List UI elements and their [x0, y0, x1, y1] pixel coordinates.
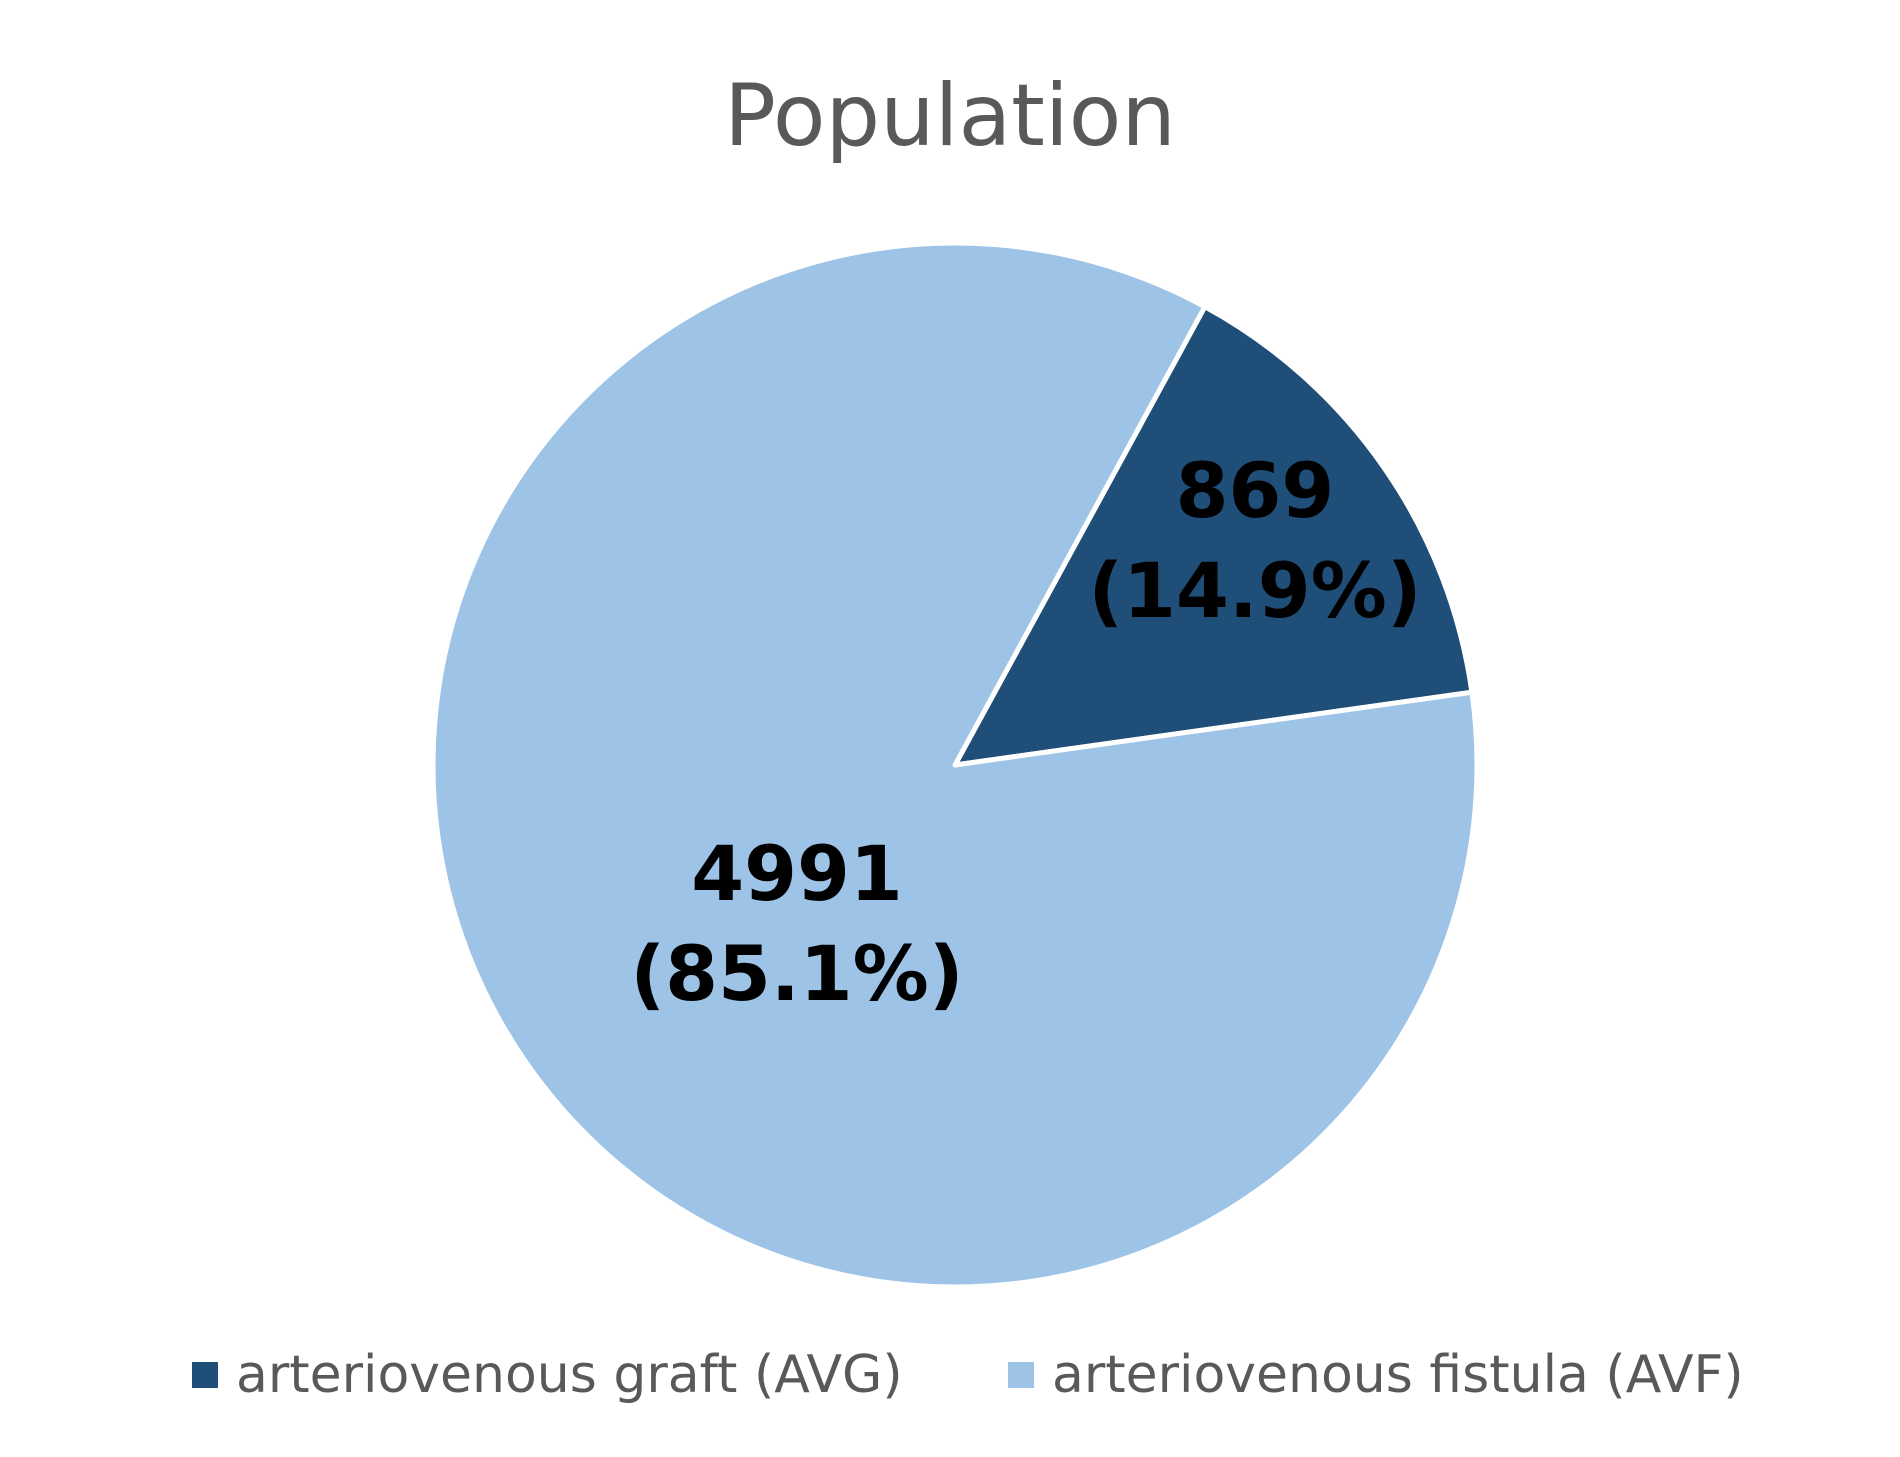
legend-swatch — [1008, 1362, 1034, 1388]
pie-slice-arteriovenous-graft-avg — [952, 304, 1475, 768]
data-label-percent: (85.1%) — [630, 929, 963, 1018]
data-label-value: 869 — [1176, 446, 1335, 535]
legend-label: arteriovenous graft (AVG) — [236, 1345, 903, 1405]
legend-item-arteriovenous-graft-avg: arteriovenous graft (AVG) — [192, 1345, 903, 1405]
data-labels: 869 (14.9%) 4991 (85.1%) — [630, 446, 1421, 1018]
data-label-percent: (14.9%) — [1088, 546, 1421, 635]
legend: arteriovenous graft (AVG) arteriovenous f… — [192, 1345, 1744, 1405]
data-label-value: 4991 — [691, 829, 903, 918]
legend-swatch — [192, 1362, 218, 1388]
legend-item-arteriovenous-fistula-avf: arteriovenous fistula (AVF) — [1008, 1345, 1744, 1405]
pie-slices — [430, 240, 1480, 1290]
pie-slice-arteriovenous-fistula-avf — [430, 240, 1480, 1290]
chart-title: Population — [724, 66, 1176, 166]
legend-label: arteriovenous fistula (AVF) — [1052, 1345, 1744, 1405]
